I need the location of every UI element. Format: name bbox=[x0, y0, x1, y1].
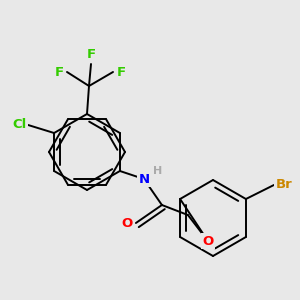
Text: F: F bbox=[116, 65, 126, 79]
Text: Cl: Cl bbox=[12, 118, 26, 131]
Text: F: F bbox=[86, 49, 96, 62]
Text: F: F bbox=[54, 65, 64, 79]
Text: Br: Br bbox=[275, 178, 292, 191]
Text: O: O bbox=[121, 217, 133, 230]
Text: H: H bbox=[153, 166, 163, 176]
Text: N: N bbox=[138, 172, 149, 185]
Text: O: O bbox=[202, 235, 214, 248]
